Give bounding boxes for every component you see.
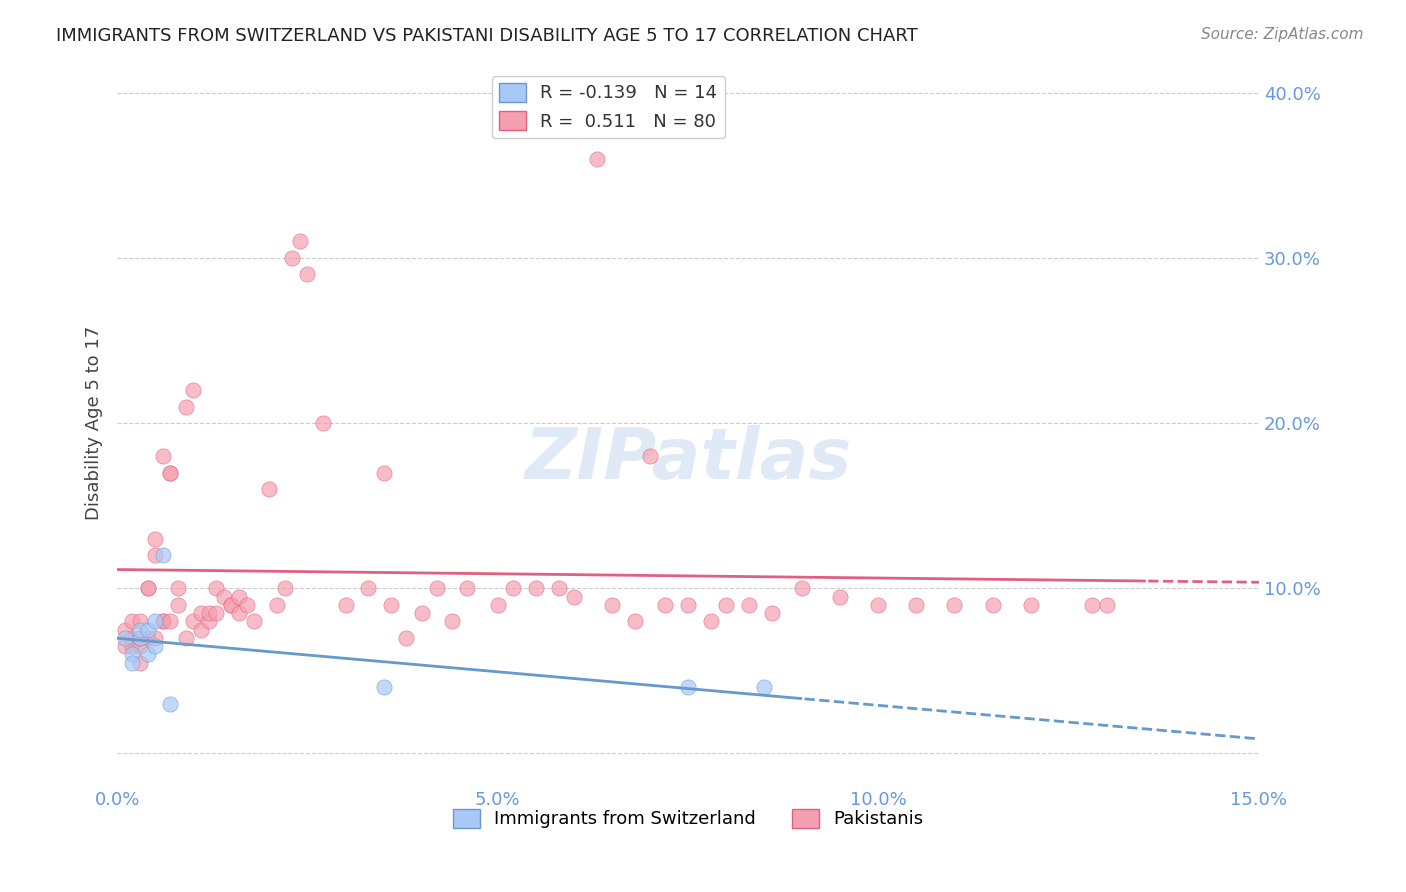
Point: [502, 581, 524, 595]
Text: IMMIGRANTS FROM SWITZERLAND VS PAKISTANI DISABILITY AGE 5 TO 17 CORRELATION CHAR: IMMIGRANTS FROM SWITZERLAND VS PAKISTANI…: [56, 27, 918, 45]
Point: [700, 615, 723, 629]
Point: [335, 598, 357, 612]
Point: [1095, 598, 1118, 612]
Point: [152, 449, 174, 463]
Point: [143, 631, 166, 645]
Point: [143, 548, 166, 562]
Point: [288, 235, 311, 249]
Point: [792, 581, 814, 595]
Point: [205, 581, 228, 595]
Point: [167, 598, 190, 612]
Point: [395, 631, 418, 645]
Point: [129, 656, 152, 670]
Point: [181, 615, 204, 629]
Point: [654, 598, 676, 612]
Point: [547, 581, 569, 595]
Point: [380, 598, 402, 612]
Point: [129, 631, 152, 645]
Point: [373, 681, 395, 695]
Point: [159, 697, 181, 711]
Point: [235, 598, 257, 612]
Point: [486, 598, 509, 612]
Point: [129, 615, 152, 629]
Point: [159, 615, 181, 629]
Point: [714, 598, 737, 612]
Legend: Immigrants from Switzerland, Pakistanis: Immigrants from Switzerland, Pakistanis: [446, 802, 931, 836]
Point: [373, 466, 395, 480]
Point: [114, 631, 136, 645]
Point: [623, 615, 645, 629]
Point: [121, 639, 143, 653]
Point: [266, 598, 288, 612]
Point: [638, 449, 661, 463]
Point: [259, 482, 281, 496]
Point: [228, 606, 250, 620]
Point: [524, 581, 547, 595]
Point: [943, 598, 966, 612]
Point: [273, 581, 295, 595]
Point: [136, 581, 159, 595]
Point: [190, 606, 212, 620]
Point: [121, 656, 143, 670]
Point: [143, 615, 166, 629]
Point: [129, 623, 152, 637]
Point: [174, 631, 197, 645]
Text: Source: ZipAtlas.com: Source: ZipAtlas.com: [1201, 27, 1364, 42]
Point: [136, 623, 159, 637]
Point: [174, 400, 197, 414]
Point: [167, 581, 190, 595]
Point: [297, 268, 319, 282]
Point: [830, 590, 852, 604]
Point: [152, 615, 174, 629]
Point: [143, 639, 166, 653]
Point: [426, 581, 449, 595]
Point: [243, 615, 266, 629]
Point: [121, 631, 143, 645]
Point: [136, 648, 159, 662]
Point: [312, 416, 335, 430]
Point: [221, 598, 243, 612]
Point: [129, 639, 152, 653]
Point: [868, 598, 890, 612]
Point: [456, 581, 478, 595]
Point: [221, 598, 243, 612]
Point: [761, 606, 783, 620]
Point: [676, 598, 699, 612]
Point: [136, 581, 159, 595]
Text: ZIPatlas: ZIPatlas: [524, 425, 852, 494]
Point: [212, 590, 235, 604]
Y-axis label: Disability Age 5 to 17: Disability Age 5 to 17: [86, 326, 103, 520]
Point: [1080, 598, 1102, 612]
Point: [228, 590, 250, 604]
Point: [600, 598, 623, 612]
Point: [441, 615, 464, 629]
Point: [114, 623, 136, 637]
Point: [357, 581, 380, 595]
Point: [562, 590, 585, 604]
Point: [411, 606, 433, 620]
Point: [585, 152, 607, 166]
Point: [181, 383, 204, 397]
Point: [121, 615, 143, 629]
Point: [121, 648, 143, 662]
Point: [152, 548, 174, 562]
Point: [136, 631, 159, 645]
Point: [205, 606, 228, 620]
Point: [143, 532, 166, 546]
Point: [152, 615, 174, 629]
Point: [676, 681, 699, 695]
Point: [738, 598, 761, 612]
Point: [197, 606, 219, 620]
Point: [1019, 598, 1042, 612]
Point: [190, 623, 212, 637]
Point: [905, 598, 928, 612]
Point: [197, 615, 219, 629]
Point: [159, 466, 181, 480]
Point: [754, 681, 776, 695]
Point: [281, 251, 304, 265]
Point: [159, 466, 181, 480]
Point: [129, 631, 152, 645]
Point: [981, 598, 1004, 612]
Point: [114, 639, 136, 653]
